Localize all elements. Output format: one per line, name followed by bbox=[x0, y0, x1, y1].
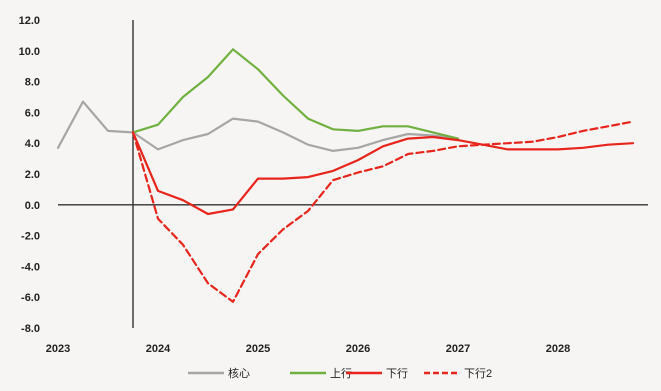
series-line-1 bbox=[56, 100, 460, 152]
legend-label: 下行2 bbox=[464, 367, 492, 380]
axes bbox=[58, 20, 648, 328]
legend-label: 下行 bbox=[386, 367, 408, 380]
y-axis-tick-labels: -8.0 -6.0 -4.0 -2.0 0.0 2.0 4.0 6.0 8.0 10.0 12.0 bbox=[19, 15, 40, 335]
y-tick-label: 6.0 bbox=[25, 107, 40, 119]
x-tick-label: 2024 bbox=[146, 343, 171, 355]
x-axis-tick-labels: 2023 2024 2025 2026 2027 2028 bbox=[46, 343, 570, 355]
x-tick-label: 2027 bbox=[446, 343, 470, 355]
y-tick-label: -4.0 bbox=[21, 261, 40, 273]
series-line-4 bbox=[131, 120, 635, 303]
series-lines bbox=[56, 48, 635, 303]
y-tick-label: 10.0 bbox=[19, 46, 40, 58]
y-tick-label: -8.0 bbox=[21, 323, 40, 335]
x-tick-label: 2025 bbox=[246, 343, 270, 355]
x-tick-label: 2028 bbox=[546, 343, 570, 355]
x-tick-label: 2026 bbox=[346, 343, 370, 355]
legend-label: 上行 bbox=[330, 367, 352, 380]
legend-label: 核心 bbox=[228, 366, 250, 380]
x-tick-label: 2023 bbox=[46, 343, 70, 355]
y-tick-label: 2.0 bbox=[25, 169, 40, 181]
y-tick-label: 8.0 bbox=[25, 77, 40, 89]
series-line-2 bbox=[131, 48, 460, 140]
y-tick-label: -2.0 bbox=[21, 231, 40, 243]
y-tick-label: 4.0 bbox=[25, 138, 40, 150]
series-line-3 bbox=[131, 131, 635, 216]
y-tick-label: 12.0 bbox=[19, 15, 40, 27]
y-tick-label: 0.0 bbox=[25, 200, 40, 212]
y-tick-label: -6.0 bbox=[21, 292, 40, 304]
legend: 核心 上行 下行 下行2 bbox=[188, 366, 492, 380]
